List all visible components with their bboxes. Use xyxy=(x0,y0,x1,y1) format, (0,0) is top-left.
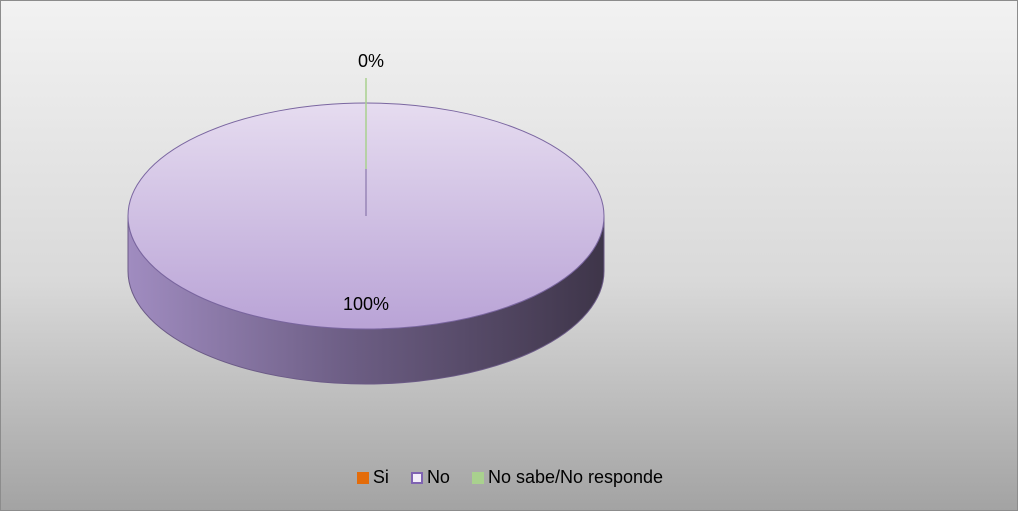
data-label-no-sabe: 0% xyxy=(358,51,384,71)
legend-item-si: Si xyxy=(356,467,389,488)
legend-swatch-no xyxy=(410,471,423,484)
legend-label-no-sabe: No sabe/No responde xyxy=(487,467,664,487)
legend-label-no: No xyxy=(426,467,450,487)
data-label-no: 100% xyxy=(343,294,389,314)
legend: Si No No sabe/No responde xyxy=(1,467,1018,488)
pie-slices xyxy=(127,78,605,385)
data-labels: 100% 0% xyxy=(343,51,389,314)
legend-swatch-no-sabe xyxy=(471,471,484,484)
legend-item-no: No xyxy=(410,467,450,488)
legend-label-si: Si xyxy=(372,467,389,487)
legend-swatch-si xyxy=(356,471,369,484)
legend-item-no-sabe: No sabe/No responde xyxy=(471,467,664,488)
